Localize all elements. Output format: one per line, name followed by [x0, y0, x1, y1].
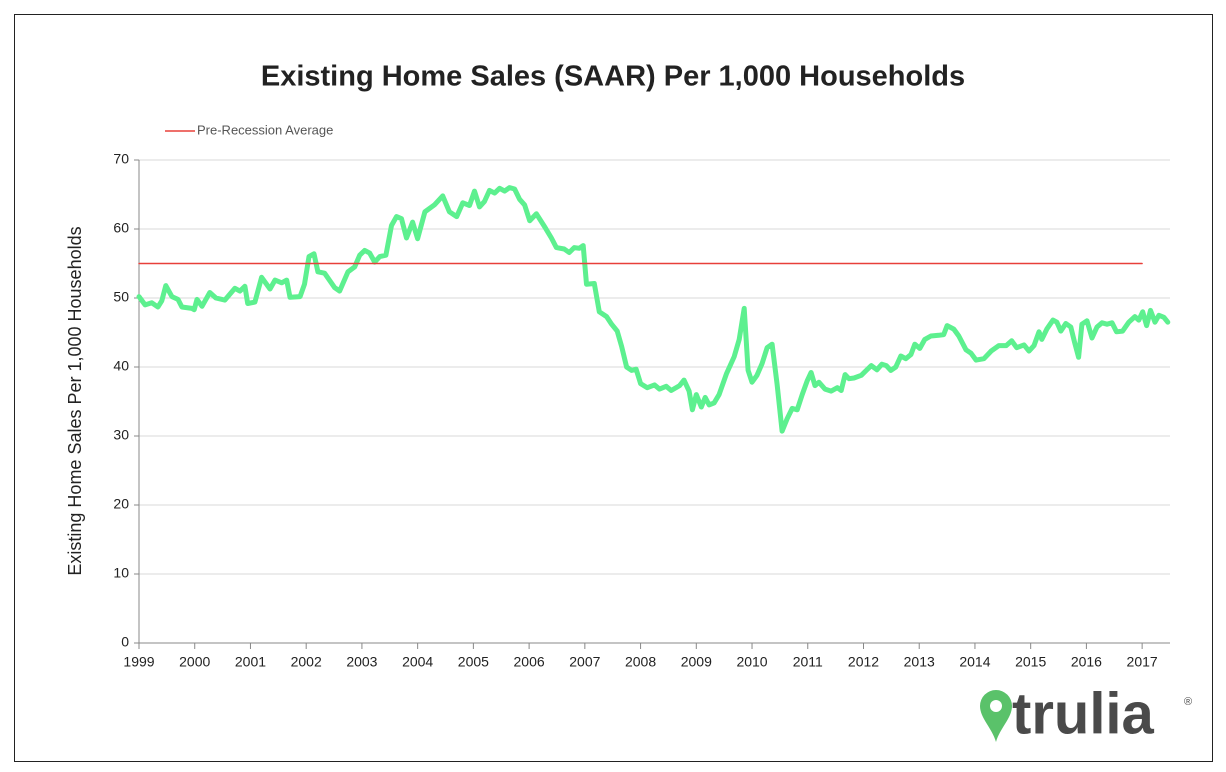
x-tick-label: 2001	[235, 654, 266, 670]
logo-pin	[980, 690, 1012, 742]
y-tick-label: 60	[113, 220, 129, 236]
x-tick-label: 1999	[123, 654, 154, 670]
x-tick-label: 2017	[1127, 654, 1158, 670]
x-tick-label: 2014	[959, 654, 990, 670]
logo-mark: ®	[1184, 696, 1192, 708]
y-tick-label: 20	[113, 496, 129, 512]
x-tick-label: 2012	[848, 654, 879, 670]
x-tick-label: 2000	[179, 654, 210, 670]
x-tick-label: 2007	[569, 654, 600, 670]
x-tick-label: 2002	[291, 654, 322, 670]
chart-title: Existing Home Sales (SAAR) Per 1,000 Hou…	[261, 61, 965, 93]
y-axis-label: Existing Home Sales Per 1,000 Households	[65, 226, 85, 575]
frame	[14, 14, 1213, 762]
y-tick-label: 10	[113, 565, 129, 581]
y-tick-label: 40	[113, 358, 129, 374]
x-tick-label: 2004	[402, 654, 433, 670]
logo: trulia ®	[980, 681, 1192, 746]
x-tick-label: 2003	[346, 654, 377, 670]
x-tick-label: 2005	[458, 654, 489, 670]
x-tick-label: 2015	[1015, 654, 1046, 670]
logo-text: trulia	[1012, 681, 1155, 746]
y-tick-label: 30	[113, 427, 129, 443]
y-tick-label: 0	[121, 634, 129, 650]
x-tick-label: 2008	[625, 654, 656, 670]
x-tick-label: 2006	[514, 654, 545, 670]
x-tick-label: 2009	[681, 654, 712, 670]
legend-label: Pre-Recession Average	[197, 122, 333, 137]
x-tick-label: 2016	[1071, 654, 1102, 670]
series-line	[136, 185, 1171, 434]
x-tick-label: 2011	[793, 654, 823, 670]
x-tick-label: 2010	[736, 654, 767, 670]
x-tick-label: 2013	[904, 654, 935, 670]
logo-pin-hole	[990, 700, 1002, 712]
y-tick-label: 50	[113, 289, 129, 305]
y-tick-label: 70	[113, 151, 129, 167]
